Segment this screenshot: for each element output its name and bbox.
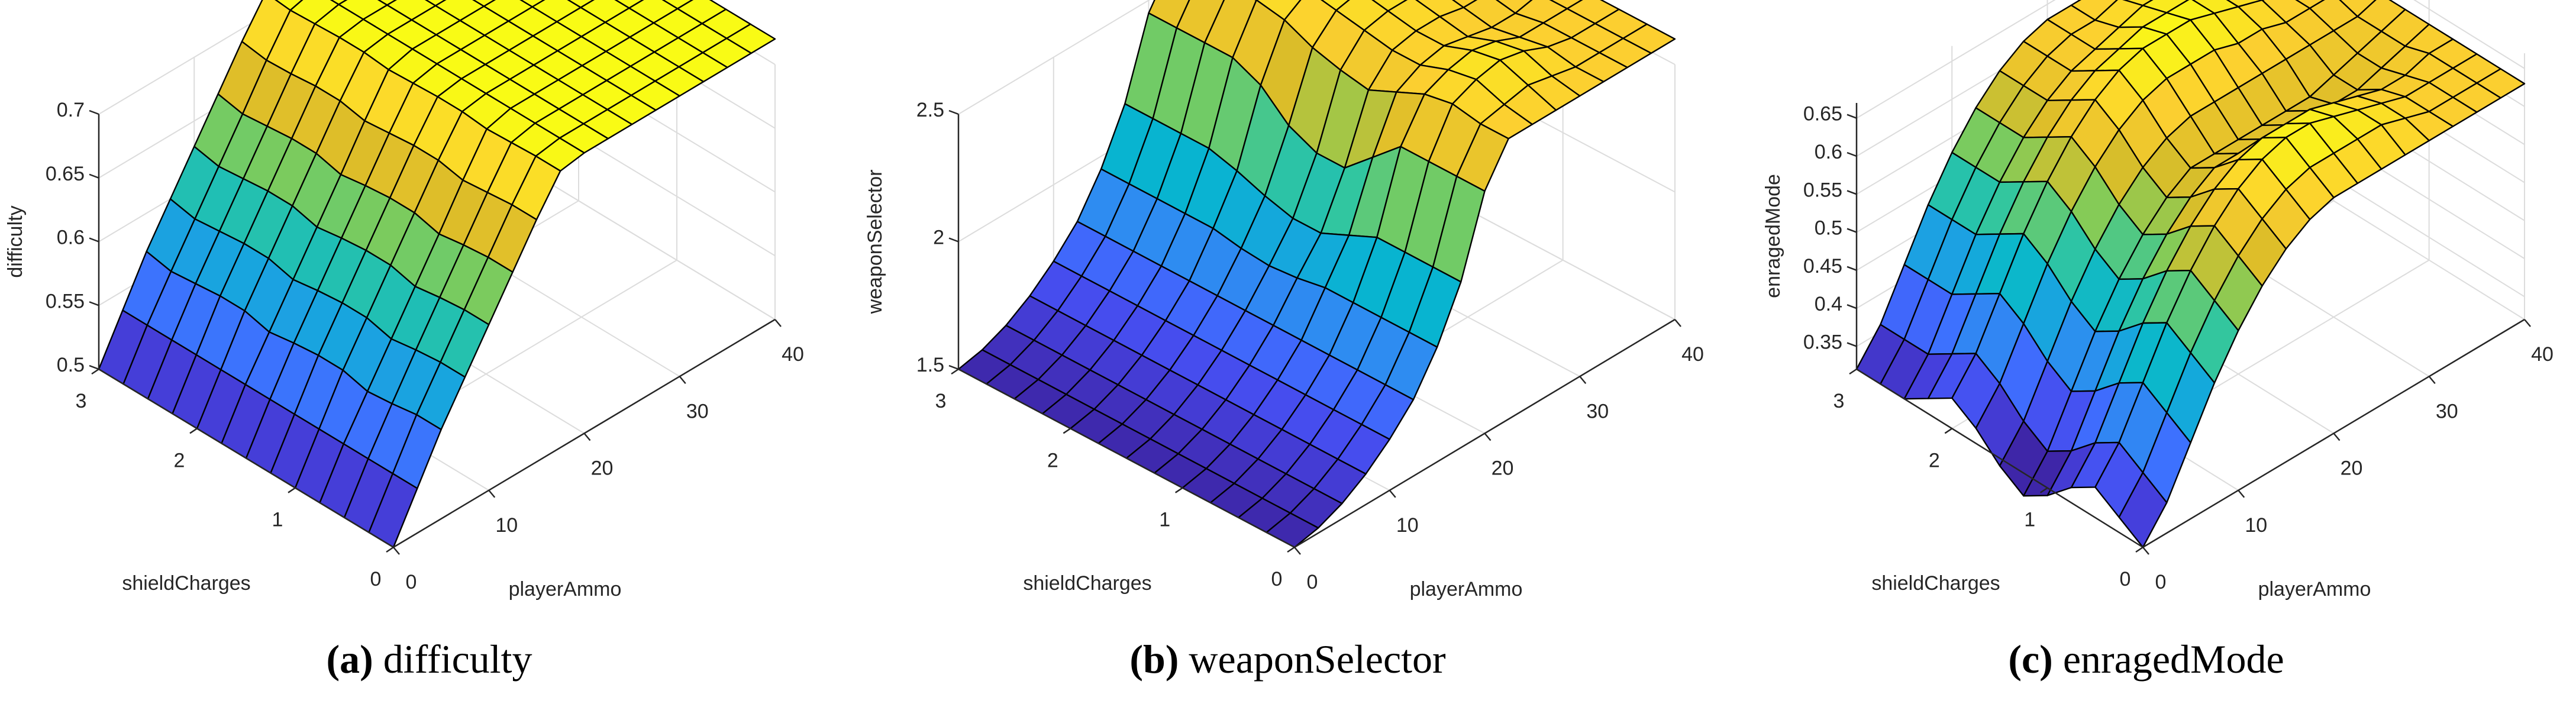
x-tick-label: 20 [2341, 457, 2363, 480]
y-tick-label: 3 [935, 390, 947, 412]
z-tick-label: 0.55 [1803, 179, 1842, 201]
z-axis-label: enragedMode [1762, 174, 1784, 298]
z-axis-label: difficulty [4, 205, 27, 277]
axis-lines: 1.5 2 2.5 0 10 20 30 40 0 1 2 3 [916, 99, 1704, 593]
caption-enraged-mode: (c) enragedMode [1717, 636, 2575, 683]
z-tick-label: 0.6 [57, 227, 85, 249]
caption-letter: (b) [1129, 637, 1179, 682]
z-tick-label: 0.55 [46, 290, 85, 312]
x-tick-label: 0 [1307, 571, 1318, 593]
y-tick-label: 3 [1833, 390, 1845, 412]
x-tick-label: 10 [1396, 514, 1419, 537]
y-axis-label: shieldCharges [1023, 572, 1151, 595]
y-tick-label: 2 [174, 449, 185, 472]
y-tick-label: 1 [2024, 509, 2035, 531]
surface-mesh [957, 0, 1676, 548]
z-tick-label: 1.5 [916, 354, 944, 376]
x-tick-label: 0 [2155, 571, 2167, 593]
surface-mesh [98, 0, 776, 548]
z-tick-label: 0.45 [1803, 255, 1842, 277]
x-tick-label: 30 [2436, 400, 2458, 422]
caption-letter: (a) [326, 637, 373, 682]
surface-plot-weapon-selector: 1.5 2 2.5 0 10 20 30 40 0 1 2 3 playerAmmo shieldChar… [864, 0, 1704, 601]
x-tick-label: 0 [406, 571, 417, 593]
x-tick-label: 30 [686, 400, 709, 422]
x-tick-label: 10 [2245, 514, 2267, 537]
surface-plot-difficulty: 0.5 0.55 0.6 0.65 0.7 0 10 20 30 40 0 1 2 3 playerAmmo… [4, 0, 804, 601]
y-tick-label: 2 [1929, 449, 1940, 472]
x-axis-label: playerAmmo [1410, 578, 1523, 601]
z-tick-label: 0.65 [1803, 103, 1842, 125]
z-tick-label: 2.5 [916, 99, 944, 121]
axis-lines: 0.5 0.55 0.6 0.65 0.7 0 10 20 30 40 0 1 2 3 [46, 99, 804, 593]
surface-mesh [1855, 0, 2526, 548]
z-tick-label: 0.35 [1803, 331, 1842, 353]
z-tick-label: 0.6 [1815, 141, 1842, 163]
caption-text: enragedMode [2062, 637, 2284, 682]
z-tick-label: 0.65 [46, 163, 85, 185]
x-axis-label: playerAmmo [2258, 578, 2371, 601]
caption-weapon-selector: (b) weaponSelector [858, 636, 1717, 683]
x-tick-label: 30 [1586, 400, 1609, 422]
y-axis-label: shieldCharges [1871, 572, 2000, 595]
caption-text: weaponSelector [1189, 637, 1446, 682]
panel-difficulty: 0.5 0.55 0.6 0.65 0.7 0 10 20 30 40 0 1 2 3 playerAmmo… [0, 0, 858, 707]
x-axis-label: playerAmmo [509, 578, 622, 601]
axis-lines: 0.35 0.4 0.45 0.5 0.55 0.6 0.65 0 10 20 30 40 0 1 2 3 [1803, 103, 2554, 593]
y-tick-label: 0 [2120, 568, 2131, 590]
y-tick-label: 2 [1047, 449, 1058, 472]
caption-difficulty: (a) difficulty [0, 636, 858, 683]
x-tick-label: 40 [782, 343, 804, 366]
x-tick-label: 10 [495, 514, 518, 537]
z-tick-label: 2 [933, 227, 944, 249]
z-tick-label: 0.7 [57, 99, 85, 121]
y-tick-label: 3 [76, 390, 87, 412]
y-tick-label: 1 [272, 509, 283, 531]
y-tick-label: 0 [370, 568, 382, 590]
y-axis-label: shieldCharges [122, 572, 250, 595]
panel-enraged-mode: 0.35 0.4 0.45 0.5 0.55 0.6 0.65 0 10 20 30 40 0 1 2 3 pl… [1717, 0, 2575, 707]
z-axis-label: weaponSelector [864, 170, 886, 315]
x-tick-label: 40 [2531, 343, 2554, 366]
z-tick-label: 0.5 [1815, 217, 1842, 240]
x-tick-label: 20 [591, 457, 614, 480]
panel-weapon-selector: 1.5 2 2.5 0 10 20 30 40 0 1 2 3 playerAmmo shieldChar… [858, 0, 1717, 707]
z-tick-label: 0.5 [57, 354, 85, 376]
y-tick-label: 1 [1159, 509, 1170, 531]
surface-plot-enraged-mode: 0.35 0.4 0.45 0.5 0.55 0.6 0.65 0 10 20 30 40 0 1 2 3 pl… [1762, 0, 2554, 601]
y-tick-label: 0 [1271, 568, 1283, 590]
z-tick-label: 0.4 [1815, 293, 1842, 315]
caption-text: difficulty [383, 637, 532, 682]
caption-letter: (c) [2008, 637, 2053, 682]
x-tick-label: 40 [1681, 343, 1704, 366]
x-tick-label: 20 [1492, 457, 1514, 480]
